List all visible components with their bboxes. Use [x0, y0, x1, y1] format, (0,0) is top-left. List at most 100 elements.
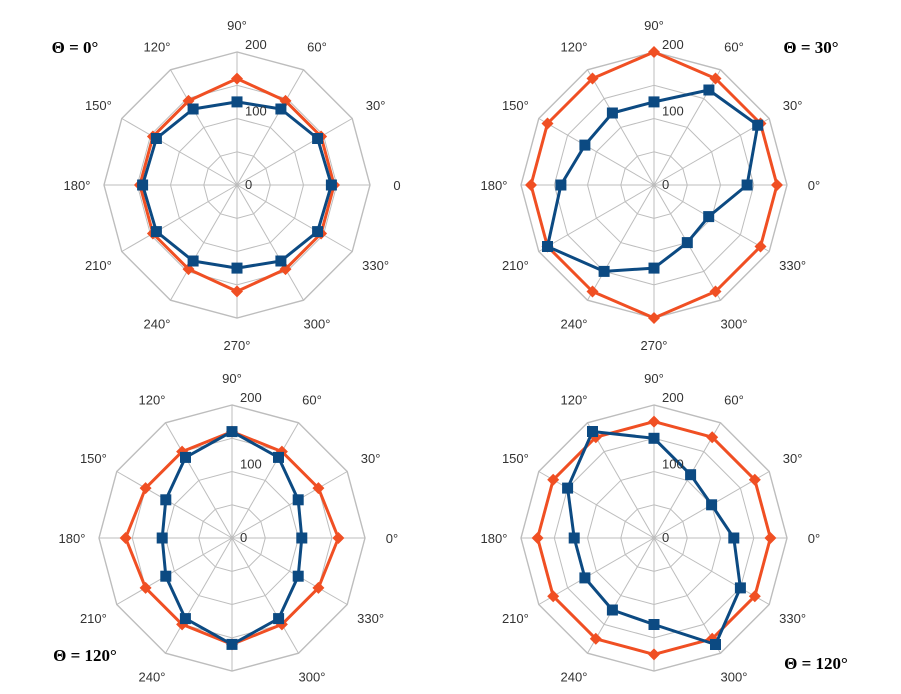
angle-tick-label: 330°	[362, 258, 389, 273]
data-point-square	[156, 532, 168, 544]
data-point-square	[137, 179, 149, 191]
data-point-square	[312, 226, 324, 238]
data-point-square	[681, 237, 693, 249]
data-point-diamond	[525, 179, 537, 191]
data-point-square	[703, 84, 715, 96]
data-point-square	[231, 262, 243, 274]
angle-tick-label: 0°	[386, 531, 398, 546]
radial-tick-label: 200	[662, 37, 684, 52]
chart-title: Θ = 30°	[783, 38, 838, 57]
data-point-diamond	[748, 473, 761, 486]
angle-tick-label: 120°	[139, 392, 166, 407]
data-point-square	[160, 494, 172, 506]
radial-tick-label: 100	[662, 457, 684, 472]
angle-tick-label: 300°	[721, 670, 748, 685]
angle-tick-label: 270°	[641, 691, 668, 694]
grid-spoke	[231, 422, 299, 539]
data-point-square	[273, 613, 285, 625]
data-point-diamond	[586, 72, 599, 85]
series-2-square	[542, 84, 764, 277]
angle-tick-label: 240°	[561, 317, 588, 332]
grid-spoke	[538, 118, 655, 186]
radial-tick-label: 100	[245, 104, 267, 119]
grid-spoke	[231, 537, 299, 654]
data-point-diamond	[586, 285, 599, 298]
angle-tick-label: 240°	[144, 317, 171, 332]
data-point-square	[706, 499, 718, 511]
angle-tick-label: 60°	[724, 39, 744, 54]
angle-tick-label: 90°	[644, 18, 664, 33]
grid-spoke	[116, 471, 233, 539]
radial-tick-label: 0	[240, 530, 247, 545]
grid-spoke	[231, 537, 348, 605]
angle-tick-label: 180°	[481, 178, 508, 193]
angle-tick-label: 90°	[227, 18, 247, 33]
radial-tick-label: 200	[662, 390, 684, 405]
angle-tick-label: 240°	[139, 670, 166, 685]
data-point-diamond	[547, 590, 560, 603]
angle-tick-label: 60°	[307, 39, 327, 54]
grid-spoke	[236, 184, 353, 252]
grid-spoke	[121, 184, 238, 252]
data-point-square	[555, 179, 567, 191]
data-point-square	[648, 96, 660, 108]
data-point-diamond	[332, 532, 345, 544]
data-point-diamond	[531, 532, 544, 544]
data-point-square	[273, 451, 284, 463]
data-point-diamond	[648, 648, 660, 661]
data-point-square	[275, 255, 287, 267]
angle-tick-label: 30°	[783, 451, 803, 466]
grid-spoke	[653, 537, 721, 654]
angle-tick-label: 300°	[299, 670, 326, 685]
data-point-diamond	[648, 415, 660, 428]
data-point-square	[606, 107, 618, 119]
angle-tick-label: 150°	[502, 451, 529, 466]
data-point-square	[226, 426, 238, 438]
series-2-square	[137, 96, 337, 274]
data-point-square	[231, 96, 243, 108]
radar-chart-3: 0 100 200 90° 120° 150° 180° 210° 240° 270° 300° 33…	[53, 371, 398, 694]
data-point-diamond	[139, 482, 152, 495]
angle-tick-label: 270°	[224, 338, 251, 353]
angle-tick-label: 120°	[144, 39, 171, 54]
radial-tick-label: 0	[662, 530, 669, 545]
chart-title: Θ = 120°	[53, 646, 117, 665]
angle-tick-label: 270°	[219, 691, 246, 694]
radar-chart-2: 0 100 200 90° 120° 150° 180° 210° 240° 270° 300° 33…	[481, 18, 839, 353]
data-point-diamond	[119, 532, 132, 544]
grid-spoke	[653, 537, 770, 605]
angle-tick-label: 300°	[721, 317, 748, 332]
grid-spoke	[231, 471, 348, 539]
radial-tick-label: 0	[662, 177, 669, 192]
data-point-square	[187, 255, 199, 267]
data-point-diamond	[754, 240, 767, 253]
data-point-square	[150, 226, 162, 238]
angle-tick-label: 330°	[779, 258, 806, 273]
data-point-diamond	[648, 46, 660, 58]
angle-tick-label: 30°	[783, 98, 803, 113]
angle-tick-label: 0	[393, 178, 400, 193]
grid-spoke	[587, 184, 655, 301]
radar-grid	[98, 404, 366, 672]
angle-tick-label: 150°	[85, 98, 112, 113]
angle-tick-label: 180°	[59, 531, 86, 546]
angle-tick-label: 30°	[366, 98, 386, 113]
data-point-square	[685, 469, 697, 481]
data-point-diamond	[231, 72, 243, 85]
data-point-square	[648, 432, 660, 444]
angle-tick-label: 240°	[561, 670, 588, 685]
radar-chart-1: 0 100 200 90° 120° 150° 180° 210° 240° 270° 300° 33…	[52, 18, 401, 353]
radial-tick-label: 100	[240, 457, 262, 472]
angle-tick-label: 0°	[808, 531, 820, 546]
grid-spoke	[538, 537, 655, 605]
series-2-square	[562, 426, 746, 650]
angle-tick-label: 90°	[644, 371, 664, 386]
series-2-square	[156, 426, 308, 650]
data-point-square	[542, 241, 553, 252]
data-point-square	[226, 638, 238, 650]
radial-tick-label: 200	[240, 390, 262, 405]
grid-spoke	[165, 537, 233, 654]
angle-tick-label: 30°	[361, 451, 381, 466]
grid-spoke	[170, 184, 238, 301]
